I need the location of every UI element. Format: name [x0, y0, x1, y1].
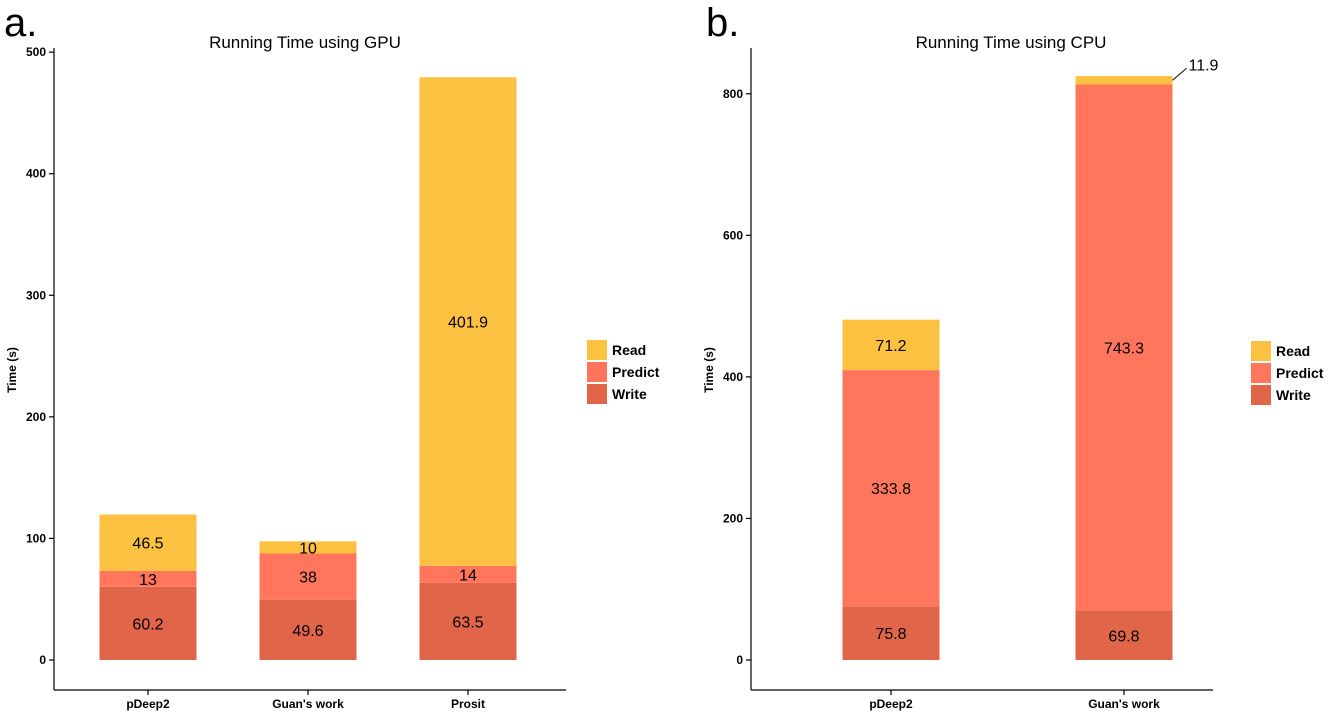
cpu-legend-label-write: Write	[1276, 387, 1311, 403]
gpu-legend-swatch-write	[587, 384, 607, 404]
gpu-legend-swatch-read	[587, 340, 607, 360]
gpu-bar-pdeep2-read	[99, 514, 197, 572]
gpu-y-tick-label: 100	[26, 531, 46, 545]
gpu-data-label-guan-s-work-predict: 38	[299, 570, 317, 587]
cpu-data-label-guan-s-work-predict: 743.3	[1104, 341, 1144, 358]
gpu-data-label-prosit-write: 63.5	[452, 614, 483, 631]
cpu-y-tick-label: 200	[723, 511, 743, 525]
gpu-bar-prosit-write	[419, 582, 517, 660]
gpu-chart-title: Running Time using GPU	[209, 33, 401, 52]
cpu-legend-label-predict: Predict	[1276, 365, 1324, 381]
cpu-y-axis-title: Time (s)	[702, 347, 716, 393]
cpu-x-tick-label-pdeep2: pDeep2	[869, 697, 913, 711]
gpu-data-label-pdeep2-predict: 13	[139, 572, 157, 589]
gpu-bar-guan-s-work-predict	[259, 553, 357, 600]
cpu-bar-guan-s-work-predict	[1075, 84, 1173, 611]
cpu-chart-title: Running Time using CPU	[916, 33, 1107, 52]
gpu-y-tick-label: 0	[39, 653, 46, 667]
cpu-bar-guan-s-work-write	[1075, 610, 1173, 660]
cpu-x-tick-label-guan-s-work: Guan's work	[1088, 697, 1160, 711]
cpu-legend-swatch-write	[1251, 385, 1271, 405]
cpu-legend-swatch-read	[1251, 341, 1271, 361]
cpu-chart-panel: b. Running Time using CPU 0 200 400 600 800 Tim…	[702, 1, 1324, 711]
cpu-callout-leader-guan-s-work	[1172, 67, 1187, 81]
cpu-y-tick-label: 0	[736, 653, 743, 667]
cpu-bar-pdeep2-read	[842, 319, 940, 371]
cpu-data-label-guan-s-work-read: 11.9	[1189, 57, 1219, 74]
gpu-panel-letter: a.	[4, 1, 37, 45]
gpu-y-axis-title: Time (s)	[5, 347, 19, 393]
cpu-legend-label-read: Read	[1276, 343, 1310, 359]
gpu-x-tick-label-prosit: Prosit	[451, 697, 485, 711]
gpu-bar-pdeep2-write	[99, 586, 197, 660]
cpu-legend-swatch-predict	[1251, 363, 1271, 383]
gpu-legend-label-read: Read	[612, 342, 646, 358]
gpu-data-label-guan-s-work-write: 49.6	[292, 623, 323, 640]
gpu-data-label-pdeep2-write: 60.2	[132, 616, 163, 633]
gpu-chart-panel: a. Running Time using GPU 0 100 200 300 400 500…	[4, 1, 660, 711]
gpu-data-label-prosit-predict: 14	[459, 567, 477, 584]
cpu-y-tick-label: 400	[723, 370, 743, 384]
gpu-y-tick-label: 500	[26, 45, 46, 59]
gpu-legend-label-predict: Predict	[612, 364, 660, 380]
gpu-y-tick-label: 400	[26, 167, 46, 181]
gpu-legend-label-write: Write	[612, 386, 647, 402]
cpu-data-label-guan-s-work-write: 69.8	[1108, 628, 1139, 645]
cpu-data-label-pdeep2-read: 71.2	[875, 338, 906, 355]
cpu-bar-pdeep2-predict	[842, 370, 940, 607]
cpu-data-label-pdeep2-write: 75.8	[875, 626, 906, 643]
gpu-y-tick-label: 300	[26, 288, 46, 302]
gpu-data-label-pdeep2-read: 46.5	[132, 536, 163, 553]
gpu-bar-pdeep2-predict	[99, 571, 197, 587]
cpu-bar-pdeep2-write	[842, 606, 940, 660]
cpu-panel-letter: b.	[706, 1, 739, 45]
gpu-legend-swatch-predict	[587, 362, 607, 382]
gpu-bar-guan-s-work-write	[259, 599, 357, 660]
cpu-data-label-pdeep2-predict: 333.8	[871, 481, 911, 498]
gpu-y-tick-label: 200	[26, 410, 46, 424]
gpu-bar-guan-s-work-read	[259, 541, 357, 554]
gpu-x-tick-label-guan-s-work: Guan's work	[272, 697, 344, 711]
cpu-y-tick-label: 800	[723, 87, 743, 101]
gpu-x-tick-label-pdeep2: pDeep2	[126, 697, 170, 711]
gpu-data-label-prosit-read: 401.9	[448, 314, 488, 331]
cpu-bar-guan-s-work-read	[1075, 76, 1173, 85]
gpu-bar-prosit-read	[419, 77, 517, 566]
cpu-y-tick-label: 600	[723, 228, 743, 242]
gpu-data-label-guan-s-work-read: 10	[299, 540, 317, 557]
gpu-bar-prosit-predict	[419, 565, 517, 583]
